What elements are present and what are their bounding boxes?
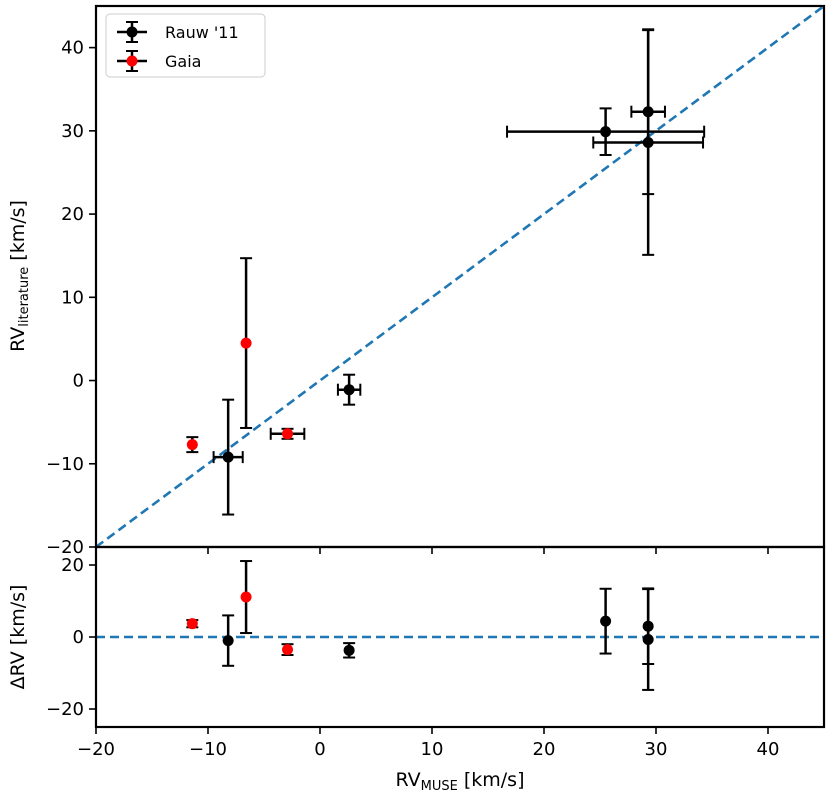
point-bottom-rauw-11-0 — [222, 614, 235, 667]
bottom-y-tick-label-1: 0 — [73, 627, 84, 648]
point-top-rauw-11-1-marker — [343, 384, 355, 396]
top-y-tick-label-2: 0 — [73, 371, 84, 392]
point-bottom-rauw-11-4-marker — [642, 634, 654, 646]
point-top-rauw-11-0-marker — [222, 451, 234, 463]
legend-label-rauw: Rauw '11 — [165, 23, 239, 42]
point-top-gaia-1-marker — [240, 337, 252, 349]
point-bottom-gaia-2 — [281, 643, 294, 656]
x-axis-label: RVMUSE [km/s] — [395, 769, 524, 794]
point-top-gaia-0-marker — [186, 439, 198, 451]
point-top-rauw-11-0 — [212, 398, 244, 516]
point-bottom-gaia-1 — [240, 560, 253, 635]
x-tick-label-0: −20 — [77, 739, 115, 760]
axes-layer: −20 −10 0 10 20 30 40 −20 −10 0 10 20 30 40 −20 0 20 — [46, 38, 779, 760]
point-bottom-rauw-11-2 — [599, 587, 612, 655]
legend-marker-gaia — [117, 50, 147, 72]
x-tick-label-1: −10 — [189, 739, 227, 760]
bottom-y-axis-label: ΔRV [km/s] — [7, 585, 29, 690]
x-tick-label-6: 40 — [757, 739, 780, 760]
legend-marker-rauw — [117, 21, 147, 43]
point-bottom-gaia-0-marker — [186, 618, 198, 630]
legend: Rauw '11 Gaia — [105, 13, 266, 78]
x-tick-label-4: 20 — [533, 739, 556, 760]
point-bottom-gaia-0 — [186, 618, 199, 630]
point-top-rauw-11-1 — [336, 373, 362, 406]
x-tick-label-2: 0 — [314, 739, 325, 760]
top-y-tick-label-0: −20 — [46, 537, 84, 558]
x-tick-label-5: 30 — [645, 739, 668, 760]
point-top-gaia-1 — [240, 257, 253, 429]
bottom-panel-data — [96, 560, 824, 691]
point-bottom-rauw-11-2-marker — [600, 615, 612, 627]
top-y-tick-label-4: 20 — [61, 204, 84, 225]
top-y-tick-label-3: 10 — [61, 287, 84, 308]
point-bottom-rauw-11-1-marker — [343, 644, 355, 656]
one-to-one-line — [96, 6, 824, 547]
point-bottom-rauw-11-0-marker — [222, 635, 234, 647]
point-top-gaia-2 — [269, 427, 306, 440]
top-panel-data — [96, 6, 824, 547]
point-top-gaia-0 — [186, 436, 199, 454]
bottom-y-tick-label-0: −20 — [46, 699, 84, 720]
top-y-tick-label-1: −10 — [46, 454, 84, 475]
top-y-tick-label-6: 40 — [61, 38, 84, 59]
bottom-panel-frame — [94, 545, 826, 729]
top-y-axis-label: RVliterature[km/s] — [7, 200, 32, 352]
x-tick-label-3: 10 — [421, 739, 444, 760]
point-top-gaia-2-marker — [282, 428, 294, 440]
point-top-rauw-11-4 — [592, 29, 705, 256]
point-bottom-gaia-2-marker — [282, 644, 294, 656]
point-top-rauw-11-2-marker — [600, 126, 612, 138]
bottom-y-tick-label-2: 20 — [61, 555, 84, 576]
point-top-rauw-11-2 — [506, 107, 706, 156]
top-y-tick-label-5: 30 — [61, 121, 84, 142]
point-bottom-gaia-1-marker — [240, 591, 252, 603]
point-bottom-rauw-11-1 — [343, 642, 356, 659]
legend-label-gaia: Gaia — [165, 52, 201, 71]
point-top-rauw-11-4-marker — [642, 136, 654, 148]
point-bottom-rauw-11-4 — [642, 588, 655, 691]
